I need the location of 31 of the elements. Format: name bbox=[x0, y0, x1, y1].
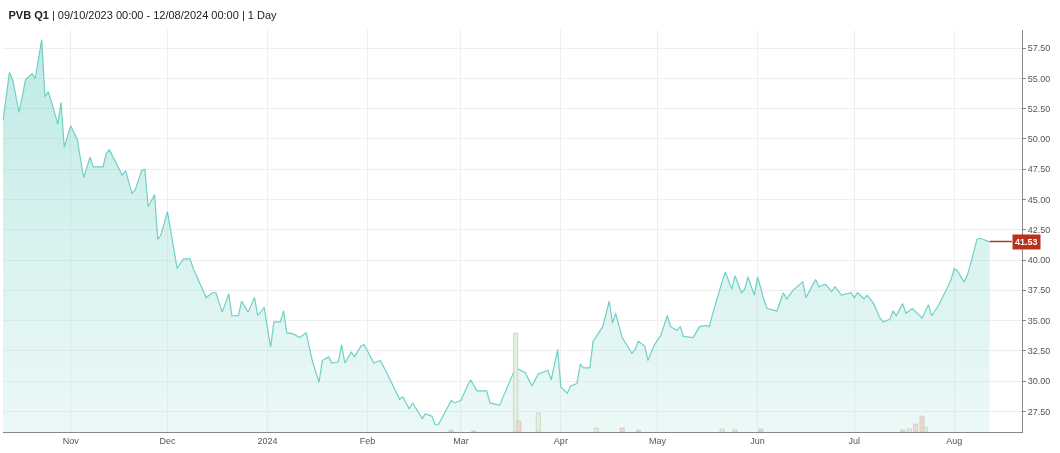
x-tick-label: Jun bbox=[750, 435, 765, 446]
y-tick-label: 30.00 bbox=[1027, 376, 1051, 387]
y-tick-label: 47.50 bbox=[1027, 164, 1051, 175]
bar bbox=[719, 428, 725, 432]
x-tick-label: Aug bbox=[946, 435, 963, 446]
x-tick-label: Nov bbox=[62, 435, 80, 446]
y-tick-label: 32.50 bbox=[1027, 346, 1051, 357]
y-tick-label: 35.00 bbox=[1027, 315, 1051, 326]
x-tick-label: 2024 bbox=[257, 435, 278, 446]
bar bbox=[513, 332, 519, 432]
y-tick-label: 37.50 bbox=[1027, 285, 1051, 296]
y-tick-label: 40.00 bbox=[1027, 255, 1051, 266]
x-tick-label: Apr bbox=[553, 435, 568, 446]
x-tick-label: Feb bbox=[359, 435, 376, 446]
y-tick-label: 50.00 bbox=[1027, 134, 1051, 145]
y-tick-label: 45.00 bbox=[1027, 194, 1051, 205]
y-tick-label: 55.00 bbox=[1027, 73, 1051, 84]
y-tick-label: 42.50 bbox=[1027, 224, 1051, 235]
y-tick-label: 27.50 bbox=[1027, 406, 1051, 417]
y-tick-label: 57.50 bbox=[1027, 43, 1051, 54]
y-tick-label: 52.50 bbox=[1027, 103, 1051, 114]
bar bbox=[758, 428, 764, 432]
chart-title: PVB Q1 | 09/10/2023 00:00 - 12/08/2024 00:00 | 1 Day bbox=[8, 9, 278, 22]
bar bbox=[593, 427, 599, 432]
x-tick-label: Mar bbox=[453, 435, 469, 446]
bar bbox=[535, 412, 541, 432]
bar bbox=[619, 427, 625, 432]
annotation: 41.53 bbox=[1015, 237, 1038, 247]
x-tick-label: May bbox=[649, 435, 667, 446]
x-tick-label: Jul bbox=[848, 435, 861, 446]
x-tick-label: Dec bbox=[159, 435, 176, 446]
